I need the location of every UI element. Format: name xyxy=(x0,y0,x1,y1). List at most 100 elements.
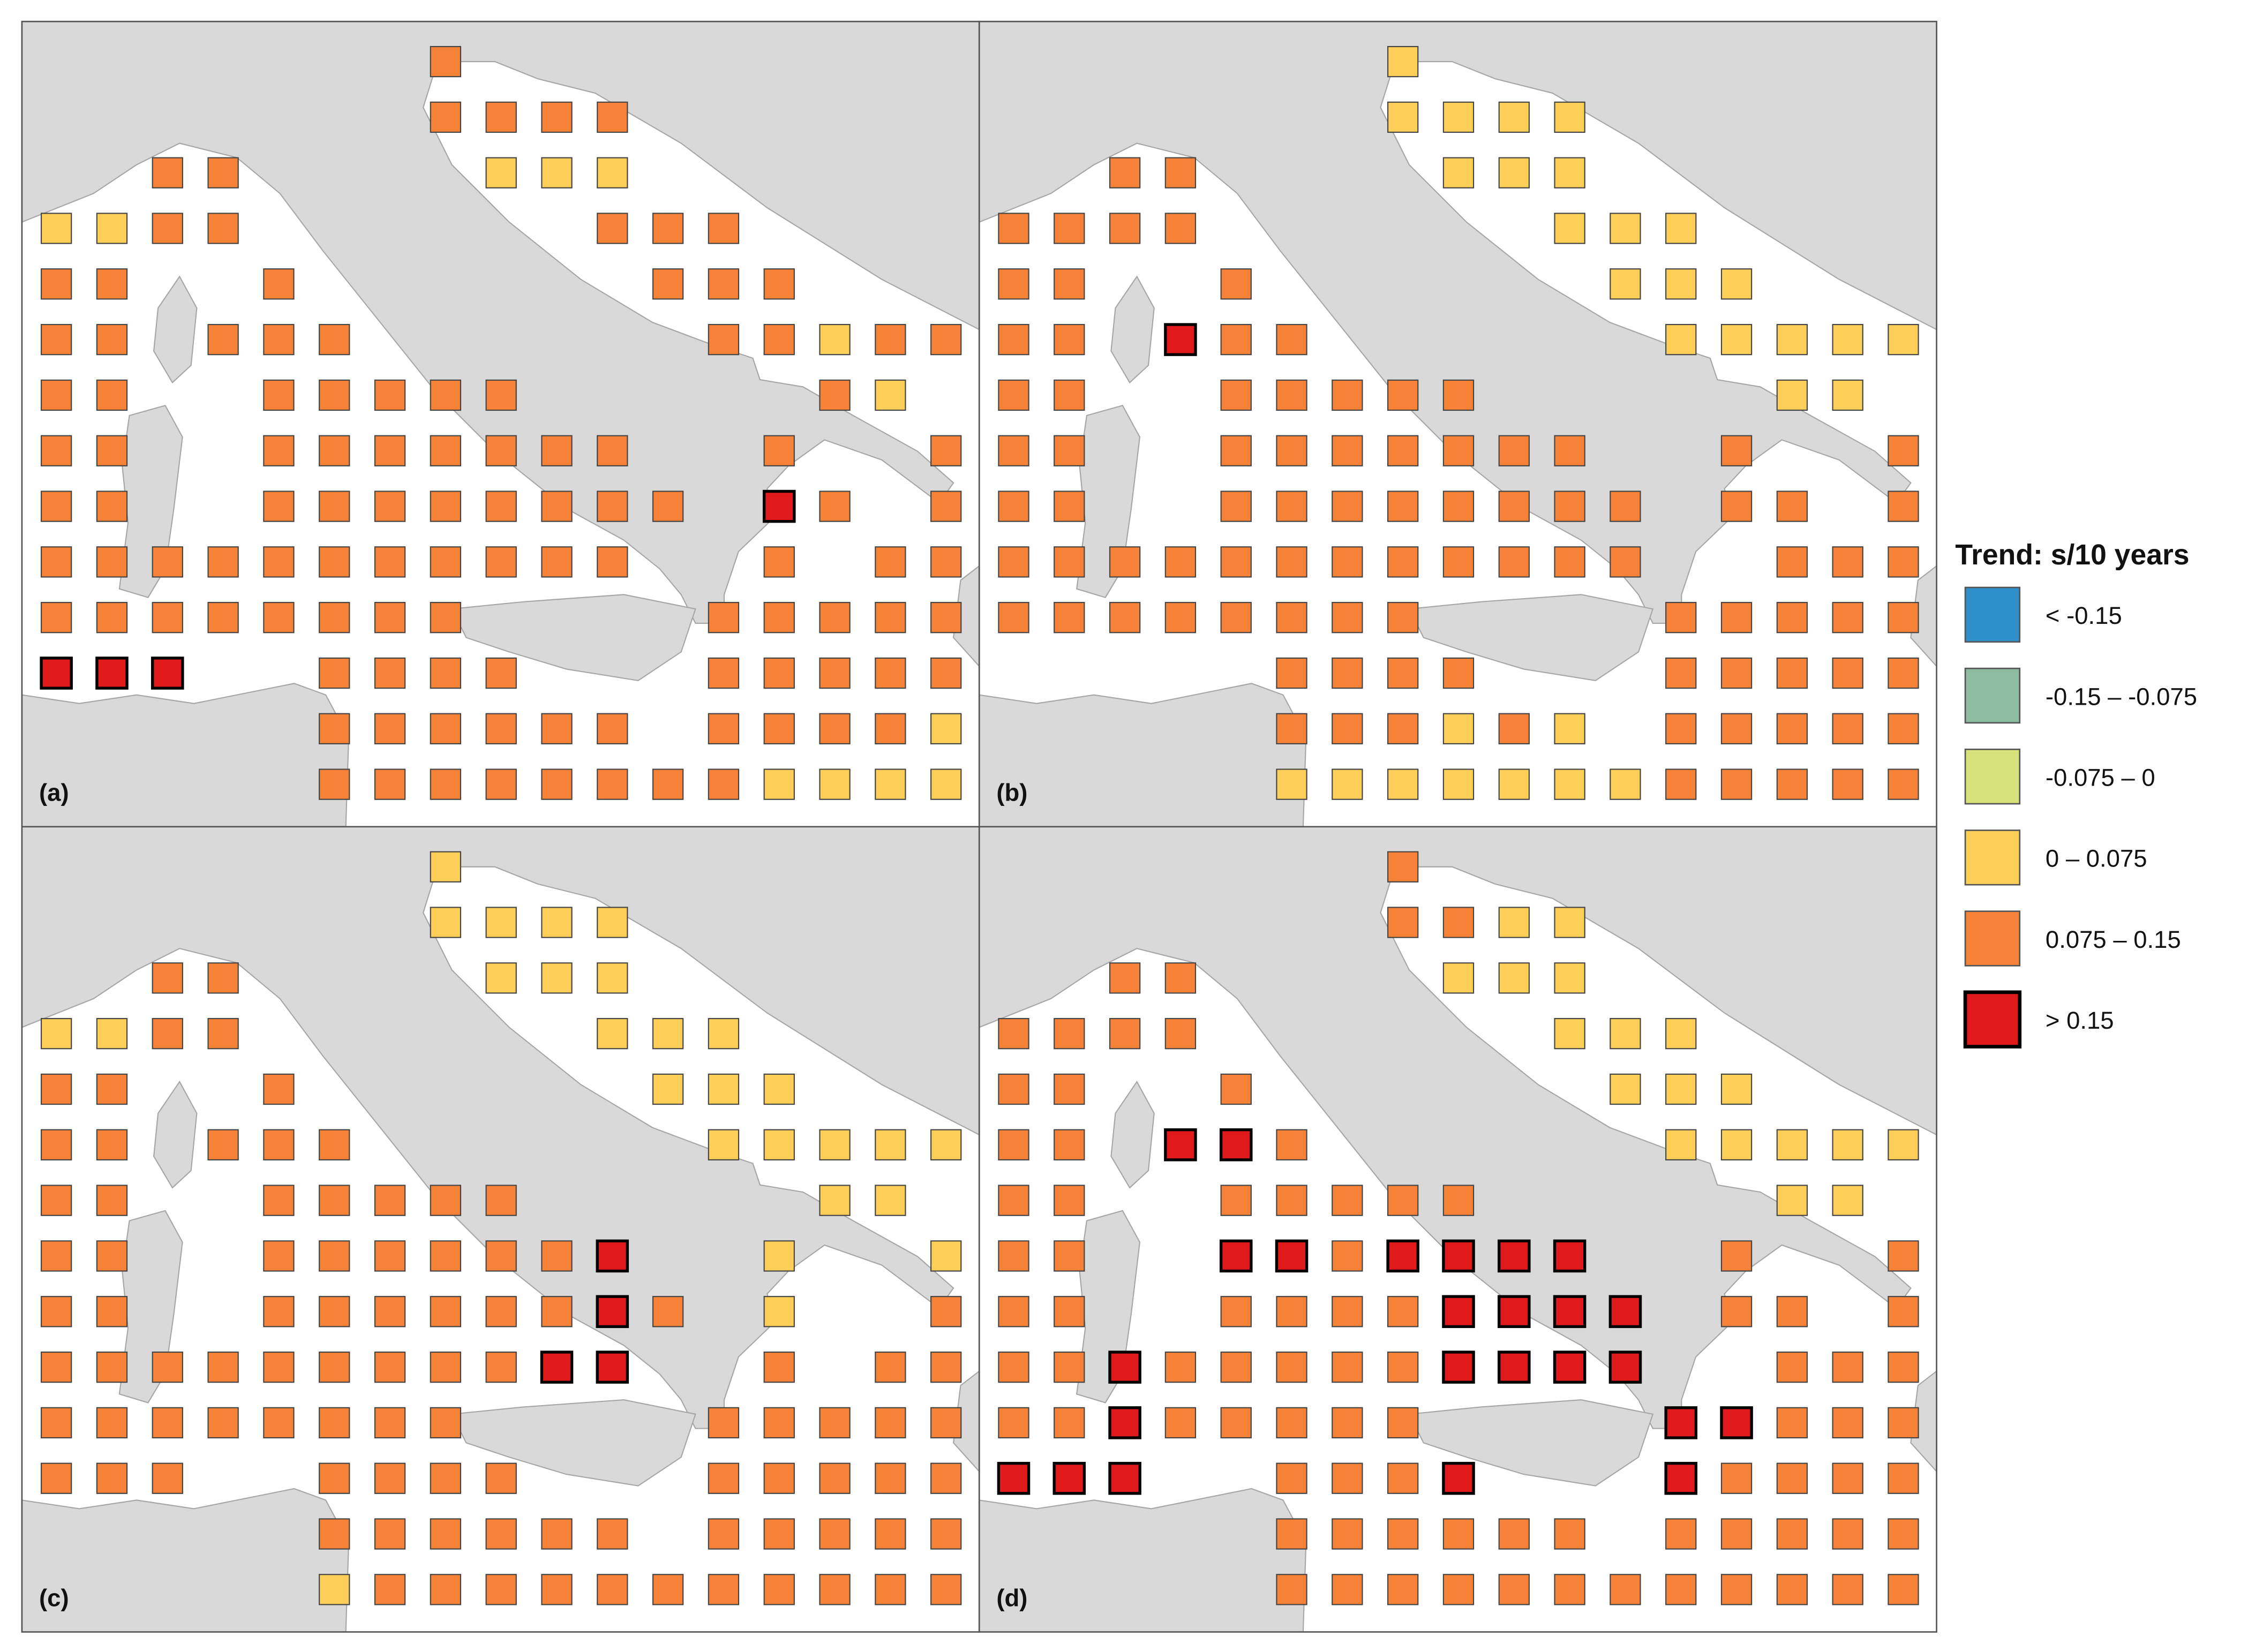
grid-cell xyxy=(485,907,517,938)
grid-cell xyxy=(430,46,462,78)
grid-cell xyxy=(1720,323,1753,356)
grid-cell xyxy=(1442,713,1475,744)
grid-cell xyxy=(1442,1185,1475,1216)
grid-cell xyxy=(319,657,350,689)
grid-cell xyxy=(763,657,795,689)
grid-cell xyxy=(430,1185,462,1216)
grid-cell xyxy=(708,602,740,633)
grid-cell xyxy=(1776,1351,1808,1383)
grid-cell xyxy=(1888,1296,1919,1327)
grid-cell xyxy=(1387,657,1419,689)
grid-cell xyxy=(1109,546,1141,578)
grid-cell xyxy=(1720,1518,1753,1550)
grid-cell xyxy=(1220,1073,1252,1105)
grid-cell xyxy=(1220,1407,1252,1439)
grid-cell xyxy=(1164,602,1197,633)
legend-label: -0.075 – 0 xyxy=(2046,764,2155,791)
grid-cell xyxy=(930,1407,962,1439)
grid-cell xyxy=(485,491,517,522)
grid-cell xyxy=(40,1407,72,1439)
grid-cell xyxy=(1387,907,1419,938)
grid-cell xyxy=(1054,546,1085,578)
grid-cell xyxy=(485,157,517,188)
grid-cell xyxy=(1276,1407,1307,1439)
grid-cell xyxy=(96,491,128,522)
grid-cell xyxy=(152,1018,183,1050)
grid-cell xyxy=(1442,491,1475,522)
grid-cell xyxy=(1720,1574,1753,1605)
grid-cell xyxy=(374,602,406,633)
grid-cell xyxy=(40,435,72,466)
grid-cell xyxy=(1610,1574,1641,1605)
grid-cell xyxy=(998,1351,1029,1383)
grid-cell xyxy=(1554,1018,1585,1050)
grid-cell xyxy=(96,1351,128,1383)
grid-cell xyxy=(652,491,684,522)
grid-cell xyxy=(1109,213,1141,244)
grid-cell xyxy=(819,379,851,411)
grid-cell xyxy=(597,768,628,800)
grid-cell xyxy=(875,1462,906,1494)
grid-cell xyxy=(1888,546,1919,578)
grid-cell xyxy=(1498,157,1530,188)
grid-cell xyxy=(1220,491,1252,522)
grid-cell xyxy=(1665,602,1697,633)
grid-cell xyxy=(875,546,906,578)
grid-cell xyxy=(319,1574,350,1605)
grid-cell xyxy=(998,1185,1029,1216)
grid-cell xyxy=(708,1462,740,1494)
grid-cell xyxy=(263,1296,295,1327)
grid-cell xyxy=(263,1240,295,1272)
grid-cell xyxy=(1665,768,1697,800)
grid-cell xyxy=(1276,768,1307,800)
grid-cell xyxy=(1220,1351,1252,1383)
grid-cell xyxy=(40,1129,72,1160)
grid-cell xyxy=(875,1351,906,1383)
grid-cell xyxy=(1776,1296,1808,1327)
grid-cell xyxy=(1498,546,1530,578)
grid-cell xyxy=(1776,602,1808,633)
grid-cell xyxy=(930,1462,962,1494)
grid-cell xyxy=(319,1407,350,1439)
grid-cell xyxy=(319,379,350,411)
grid-cell xyxy=(930,491,962,522)
grid-cell xyxy=(1332,1240,1363,1272)
grid-cell xyxy=(1888,602,1919,633)
grid-cell xyxy=(1109,602,1141,633)
grid-cell xyxy=(998,268,1029,300)
grid-cell xyxy=(1276,1185,1307,1216)
grid-cell xyxy=(1665,1129,1697,1160)
grid-cell xyxy=(819,1574,851,1605)
grid-cell xyxy=(1832,1518,1863,1550)
grid-cell xyxy=(1610,546,1641,578)
grid-cell xyxy=(1442,962,1475,994)
grid-cell xyxy=(1832,1574,1863,1605)
grid-cell xyxy=(1442,1461,1475,1495)
grid-cell xyxy=(319,491,350,522)
grid-cell xyxy=(1109,157,1141,188)
grid-cell xyxy=(1164,962,1197,994)
grid-cell xyxy=(485,1574,517,1605)
grid-cell xyxy=(207,323,239,356)
grid-cell xyxy=(875,1574,906,1605)
grid-cell xyxy=(430,1462,462,1494)
grid-cell xyxy=(1387,1407,1419,1439)
grid-cell xyxy=(1387,851,1419,882)
grid-cell xyxy=(374,379,406,411)
grid-cell xyxy=(263,1185,295,1216)
grid-cell xyxy=(1054,1018,1085,1050)
grid-cell xyxy=(875,323,906,356)
grid-cell xyxy=(708,1129,740,1160)
grid-cell xyxy=(875,1129,906,1160)
grid-cell xyxy=(1332,491,1363,522)
grid-cell xyxy=(652,1018,684,1050)
grid-cell xyxy=(1442,1239,1475,1273)
grid-cell xyxy=(708,1574,740,1605)
grid-cell xyxy=(1276,1296,1307,1327)
grid-cell xyxy=(1888,1129,1919,1160)
grid-cell xyxy=(1498,1295,1531,1329)
legend-title: Trend: s/10 years xyxy=(1955,539,2189,571)
grid-cell xyxy=(1276,491,1307,522)
grid-cell xyxy=(541,157,573,188)
